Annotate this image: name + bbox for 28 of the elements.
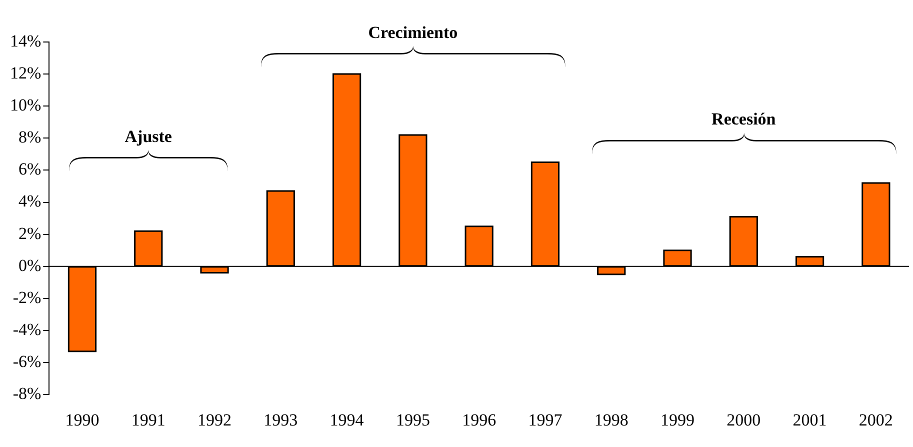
y-tick-label: 4% [18,192,42,211]
y-tick-label: -4% [12,320,42,339]
y-tick-label: 10% [10,96,42,115]
x-tick-label: 1996 [462,410,496,430]
y-tick-label: 0% [18,256,42,275]
x-tick-label: 2002 [858,410,893,430]
x-tick-label: 1997 [528,410,563,430]
x-tick-label: 1994 [330,410,364,430]
y-tick-label: 8% [18,128,42,147]
x-tick-label: 2000 [726,410,761,430]
x-tick-label: 1993 [264,410,298,430]
x-tick-label: 1998 [594,410,628,430]
y-tick-label: 14% [10,31,42,50]
text: Crecimiento [368,22,458,42]
x-tick-label: 1999 [660,410,695,430]
x-tick-label: 1990 [65,410,100,430]
y-tick-label: 2% [18,224,42,243]
x-tick-label: 2001 [792,410,827,430]
annotation: Recesión [712,109,776,128]
y-tick-label: -8% [12,384,42,404]
x-tick-label: 1992 [198,410,232,430]
y-tick-label: 12% [10,64,42,83]
x-tick-label: 1991 [131,410,166,430]
y-tick-label: -2% [12,288,42,307]
x-tick-label: 1995 [396,410,430,430]
y-tick-label: -6% [12,352,42,372]
annotation: Ajuste [124,127,172,146]
y-tick-label: 6% [18,160,42,179]
